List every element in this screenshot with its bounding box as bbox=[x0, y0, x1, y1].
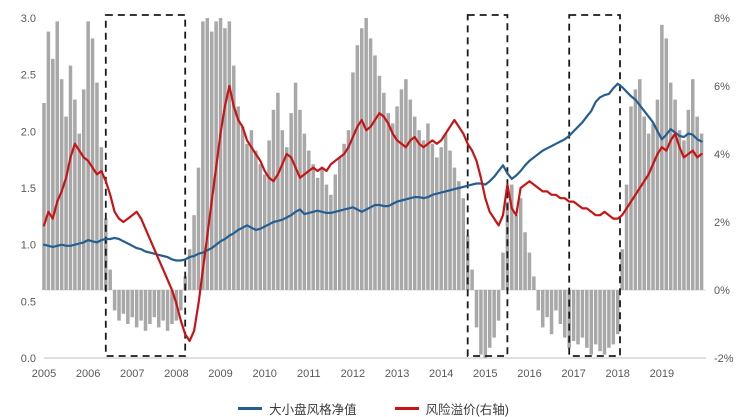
svg-text:2.0: 2.0 bbox=[21, 126, 36, 138]
svg-text:2014: 2014 bbox=[429, 368, 453, 380]
svg-text:8%: 8% bbox=[714, 13, 730, 25]
axis-lines bbox=[44, 289, 706, 359]
svg-text:1.5: 1.5 bbox=[21, 183, 36, 195]
svg-text:4%: 4% bbox=[714, 149, 730, 161]
svg-text:2012: 2012 bbox=[341, 368, 365, 380]
legend-label-risk-premium: 风险溢价(右轴) bbox=[425, 403, 509, 417]
gray-bars-layer bbox=[42, 18, 704, 358]
legend-item-net-value: 大小盘风格净值 bbox=[238, 399, 357, 417]
x-axis-labels: 2005 2006 2007 2008 2009 2010 2011 2012 2013 2014… bbox=[32, 368, 674, 380]
svg-text:2.5: 2.5 bbox=[21, 70, 36, 82]
legend-item-risk-premium: 风险溢价(右轴) bbox=[394, 399, 509, 417]
blue-line-swatch bbox=[238, 407, 263, 410]
right-axis-labels: -2% 0% 2% 4% 6% 8% bbox=[714, 13, 734, 365]
chart-legend: 大小盘风格净值 风险溢价(右轴) bbox=[0, 395, 747, 417]
svg-text:-2%: -2% bbox=[714, 353, 734, 365]
svg-text:2008: 2008 bbox=[164, 368, 188, 380]
svg-text:2011: 2011 bbox=[297, 368, 321, 380]
svg-text:2015: 2015 bbox=[473, 368, 497, 380]
line-series-right bbox=[42, 84, 703, 343]
svg-text:2018: 2018 bbox=[605, 368, 629, 380]
red-line-swatch bbox=[394, 407, 419, 410]
svg-text:3.0: 3.0 bbox=[21, 13, 36, 25]
svg-text:2006: 2006 bbox=[76, 368, 100, 380]
svg-text:2007: 2007 bbox=[120, 368, 144, 380]
left-axis-labels: 0.0 0.5 1.0 1.5 2.0 2.5 3.0 bbox=[21, 13, 36, 365]
svg-text:6%: 6% bbox=[714, 81, 730, 93]
svg-text:2013: 2013 bbox=[385, 368, 409, 380]
legend-label-net-value: 大小盘风格净值 bbox=[269, 403, 357, 417]
line-series-left bbox=[42, 82, 703, 262]
svg-text:2%: 2% bbox=[714, 217, 730, 229]
svg-text:0%: 0% bbox=[714, 285, 730, 297]
svg-text:2005: 2005 bbox=[32, 368, 56, 380]
svg-text:2019: 2019 bbox=[650, 368, 674, 380]
svg-text:2009: 2009 bbox=[208, 368, 232, 380]
svg-text:2017: 2017 bbox=[561, 368, 585, 380]
svg-text:0.0: 0.0 bbox=[21, 353, 36, 365]
dual-axis-line-bar-chart: 0.00.51.01.52.02.53.0-2%0%2%4%6%8%2005 20… bbox=[21, 13, 734, 380]
svg-text:2016: 2016 bbox=[517, 368, 541, 380]
svg-text:1.0: 1.0 bbox=[21, 240, 36, 252]
svg-text:0.5: 0.5 bbox=[21, 296, 36, 308]
svg-text:2010: 2010 bbox=[252, 368, 276, 380]
